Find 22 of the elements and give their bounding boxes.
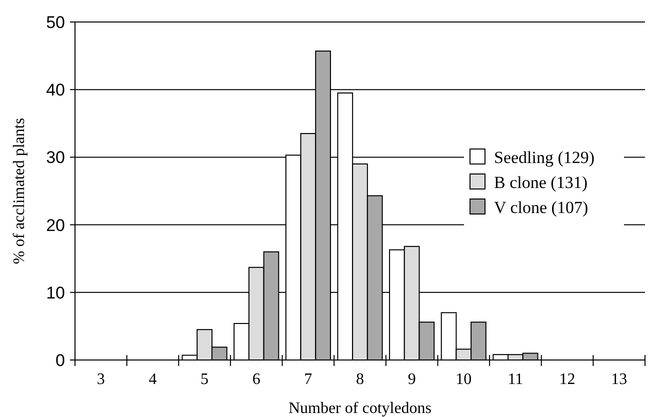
x-tick-label: 10 xyxy=(456,371,472,388)
y-tick-label: 10 xyxy=(46,283,65,302)
x-tick-label: 5 xyxy=(200,371,209,388)
x-tick-label: 6 xyxy=(252,371,260,388)
x-tick-label: 3 xyxy=(96,371,105,388)
x-tick-label: 12 xyxy=(559,371,576,388)
legend-label: Seedling (129) xyxy=(494,148,595,167)
x-tick-label: 13 xyxy=(611,371,628,388)
x-tick-label: 7 xyxy=(304,371,312,388)
y-tick-label: 40 xyxy=(46,80,65,100)
y-tick-label: 0 xyxy=(56,350,65,370)
legend-label: B clone (131) xyxy=(494,172,588,192)
y-tick-label: 50 xyxy=(46,12,65,32)
y-tick-label: 30 xyxy=(46,148,65,168)
legend-label: V clone (107) xyxy=(494,198,588,217)
x-tick-label: 9 xyxy=(408,371,416,388)
y-axis-title: % of acclimated plants xyxy=(11,118,28,264)
x-tick-label: 11 xyxy=(508,371,524,388)
x-tick-label: 8 xyxy=(356,371,364,388)
x-axis-title: Number of cotyledons xyxy=(288,400,432,417)
y-tick-label: 20 xyxy=(46,216,65,235)
x-tick-label: 4 xyxy=(148,371,157,388)
